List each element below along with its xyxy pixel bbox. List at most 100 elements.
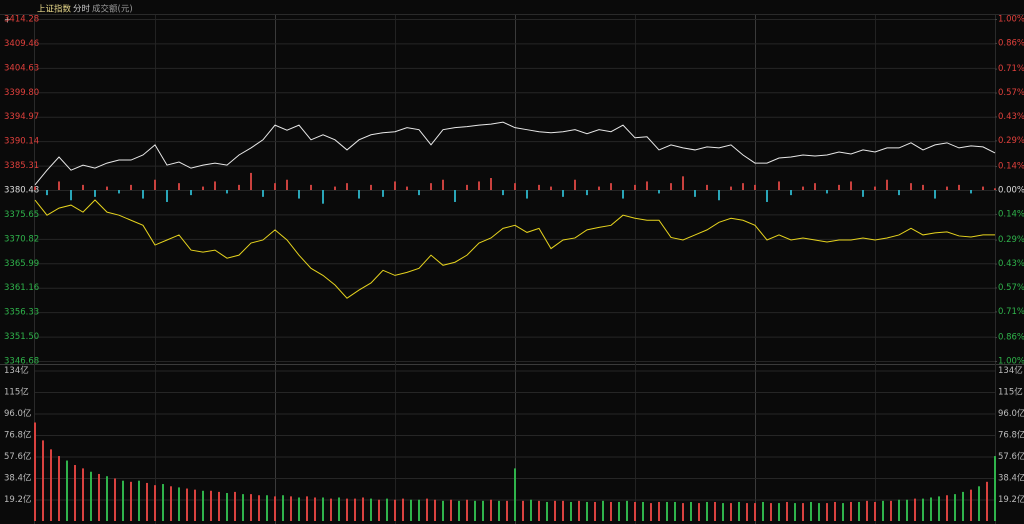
flow-bar	[550, 186, 552, 190]
volume-bar	[74, 465, 76, 521]
volume-bar	[922, 498, 924, 521]
volume-bar	[490, 499, 492, 521]
volume-bar	[978, 486, 980, 521]
volume-bar	[858, 501, 860, 521]
flow-bar	[706, 184, 708, 190]
volume-bar	[154, 485, 156, 521]
volume-bar	[778, 503, 780, 521]
volume-bar	[530, 499, 532, 521]
chart-title: 上证指数	[37, 4, 72, 15]
flow-bar	[730, 186, 732, 190]
flow-bar	[262, 190, 264, 197]
volume-bar	[642, 501, 644, 521]
flow-bar	[82, 184, 84, 190]
volume-bar	[658, 501, 660, 521]
volume-bar	[938, 496, 940, 521]
flow-bar	[250, 172, 252, 190]
volume-bar	[514, 468, 516, 521]
flow-bar	[190, 190, 192, 196]
volume-tick-label: 134亿	[4, 365, 29, 376]
volume-bar	[930, 497, 932, 521]
volume-bar	[826, 503, 828, 521]
volume-bar	[842, 503, 844, 521]
y-tick-label: 3370.82	[4, 234, 39, 244]
flow-bar	[982, 186, 984, 190]
flow-bar	[670, 183, 672, 190]
volume-bar	[994, 456, 996, 521]
volume-bar	[570, 501, 572, 521]
volume-bar	[130, 481, 132, 521]
volume-bar	[738, 501, 740, 521]
volume-bar	[538, 500, 540, 521]
y-tick-label: 3409.46	[4, 39, 39, 49]
volume-bar	[962, 491, 964, 521]
volume-bar	[410, 499, 412, 521]
flow-bar	[238, 184, 240, 190]
volume-bar	[626, 500, 628, 521]
y-tick-label: 3385.31	[4, 161, 39, 171]
volume-bar	[578, 500, 580, 521]
volume-bar	[266, 495, 268, 521]
flow-bar	[34, 186, 36, 190]
volume-bar	[322, 497, 324, 521]
volume-bar	[98, 473, 100, 521]
flow-bar	[214, 181, 216, 190]
volume-bar	[242, 494, 244, 521]
volume-bar	[274, 496, 276, 521]
flow-bar	[850, 181, 852, 190]
volume-bar	[194, 489, 196, 521]
volume-bar	[42, 440, 44, 521]
y-tick-label: 3404.63	[4, 63, 39, 73]
flow-bar	[418, 190, 420, 196]
y2-tick-label: 0.29%	[998, 235, 1024, 245]
volume-bar	[770, 503, 772, 521]
volume-bar	[594, 501, 596, 521]
flow-bar	[574, 179, 576, 190]
volume-bar	[882, 500, 884, 521]
y-tick-label: 3361.16	[4, 283, 39, 293]
flow-bar	[346, 183, 348, 190]
volume-bar	[418, 499, 420, 521]
flow-bar	[466, 184, 468, 190]
volume-tick-label: 38.4亿	[998, 473, 1024, 484]
flow-bar	[142, 190, 144, 199]
volume-bar	[466, 499, 468, 521]
volume-bar	[378, 499, 380, 521]
price-line	[34, 199, 995, 299]
volume-bar	[50, 449, 52, 521]
flow-bar	[814, 183, 816, 190]
volume-bar	[754, 503, 756, 521]
y2-tick-label: 0.29%	[998, 136, 1024, 146]
volume-bar	[234, 491, 236, 521]
volume-bar	[186, 488, 188, 521]
volume-bar	[122, 480, 124, 521]
volume-bar	[450, 499, 452, 521]
volume-bar	[58, 456, 60, 521]
volume-bar	[138, 480, 140, 521]
volume-bar	[82, 468, 84, 521]
volume-bar	[346, 498, 348, 521]
flow-bar	[454, 190, 456, 202]
flow-bar	[310, 184, 312, 190]
flow-bar	[106, 186, 108, 190]
flow-bar	[406, 186, 408, 190]
volume-tick-label: 76.8亿	[998, 430, 1024, 441]
flow-bar	[226, 190, 228, 194]
y-tick-label: 3365.99	[4, 259, 39, 269]
volume-tick-label: 57.6亿	[998, 451, 1024, 462]
volume-bar	[898, 499, 900, 521]
flow-bar	[502, 190, 504, 196]
flow-bar	[634, 184, 636, 190]
flow-bar	[154, 179, 156, 190]
volume-bar	[354, 498, 356, 521]
flow-bar	[334, 186, 336, 190]
volume-bar	[218, 491, 220, 521]
volume-bar	[338, 497, 340, 521]
volume-bar	[682, 503, 684, 521]
flow-bar	[802, 186, 804, 190]
flow-bar	[790, 190, 792, 196]
volume-bar	[34, 422, 36, 521]
volume-bar	[714, 501, 716, 521]
flow-bar	[874, 186, 876, 190]
